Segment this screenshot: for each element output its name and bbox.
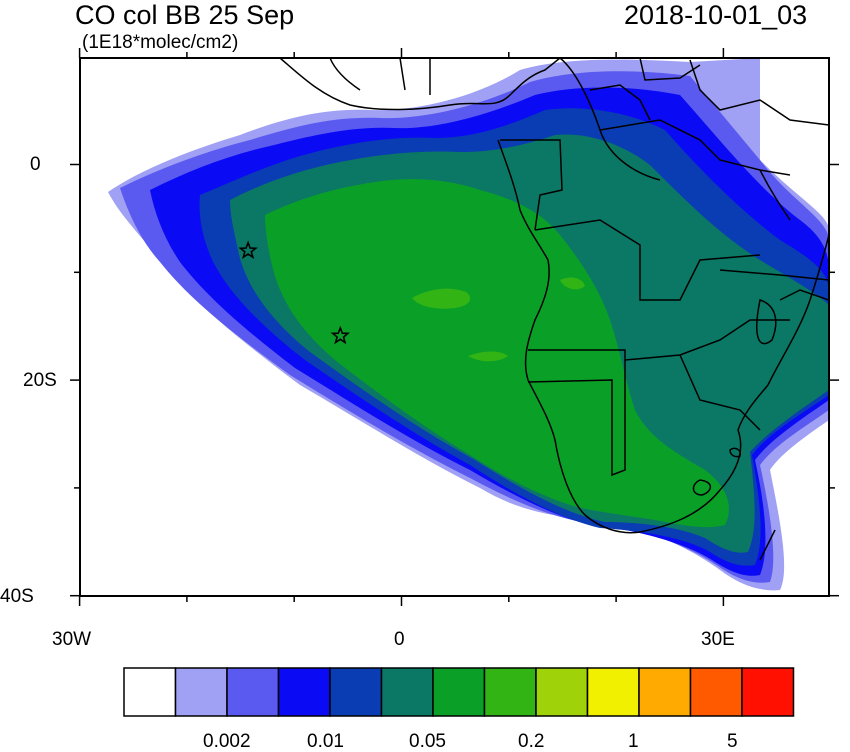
colorbar-label-3: 0.05 [409,731,446,752]
colorbar-swatch-2 [226,667,280,717]
lat-label-0: 0 [30,154,41,175]
axis-ticks [70,48,839,606]
colorbar-swatch-4 [329,667,383,717]
colorbar-swatch-5 [380,667,434,717]
colorbar-swatch-12 [741,667,795,717]
station-markers [238,240,351,345]
colorbar-label-1: 0.002 [203,731,251,752]
colorbar-swatch-10 [638,667,692,717]
colorbar-label-5: 1 [628,731,639,752]
map-units: (1E18*molec/cm2) [82,32,239,53]
lon-label-30w: 30W [52,629,92,650]
map-datetime: 2018-10-01_03 [624,0,808,30]
colorbar-swatch-11 [689,667,743,717]
colorbar-swatch-6 [432,667,486,717]
lat-label-40s: 40S [0,586,34,607]
map-title: CO col BB 25 Sep [75,0,295,30]
colorbar [123,667,795,717]
co-concentration-field [108,58,829,591]
lon-label-0: 0 [394,629,405,650]
colorbar-label-4: 0.2 [518,731,545,752]
contour-level-7 [412,288,471,309]
contour-level-7c [560,277,585,290]
colorbar-swatch-7 [483,667,537,717]
colorbar-swatch-0 [123,667,177,717]
plot-frame [79,57,830,597]
colorbar-label-2: 0.01 [307,731,344,752]
contour-level-7b [468,351,508,362]
colorbar-swatch-3 [277,667,331,717]
lon-label-30e: 30E [701,629,735,650]
colorbar-label-6: 5 [727,731,738,752]
coastlines-borders [279,58,829,561]
star-marker-2 [330,325,351,345]
star-marker-1 [238,240,258,260]
lat-label-20s: 20S [23,370,57,391]
colorbar-swatch-8 [535,667,589,717]
colorbar-swatch-1 [174,667,228,717]
colorbar-swatch-9 [586,667,640,717]
